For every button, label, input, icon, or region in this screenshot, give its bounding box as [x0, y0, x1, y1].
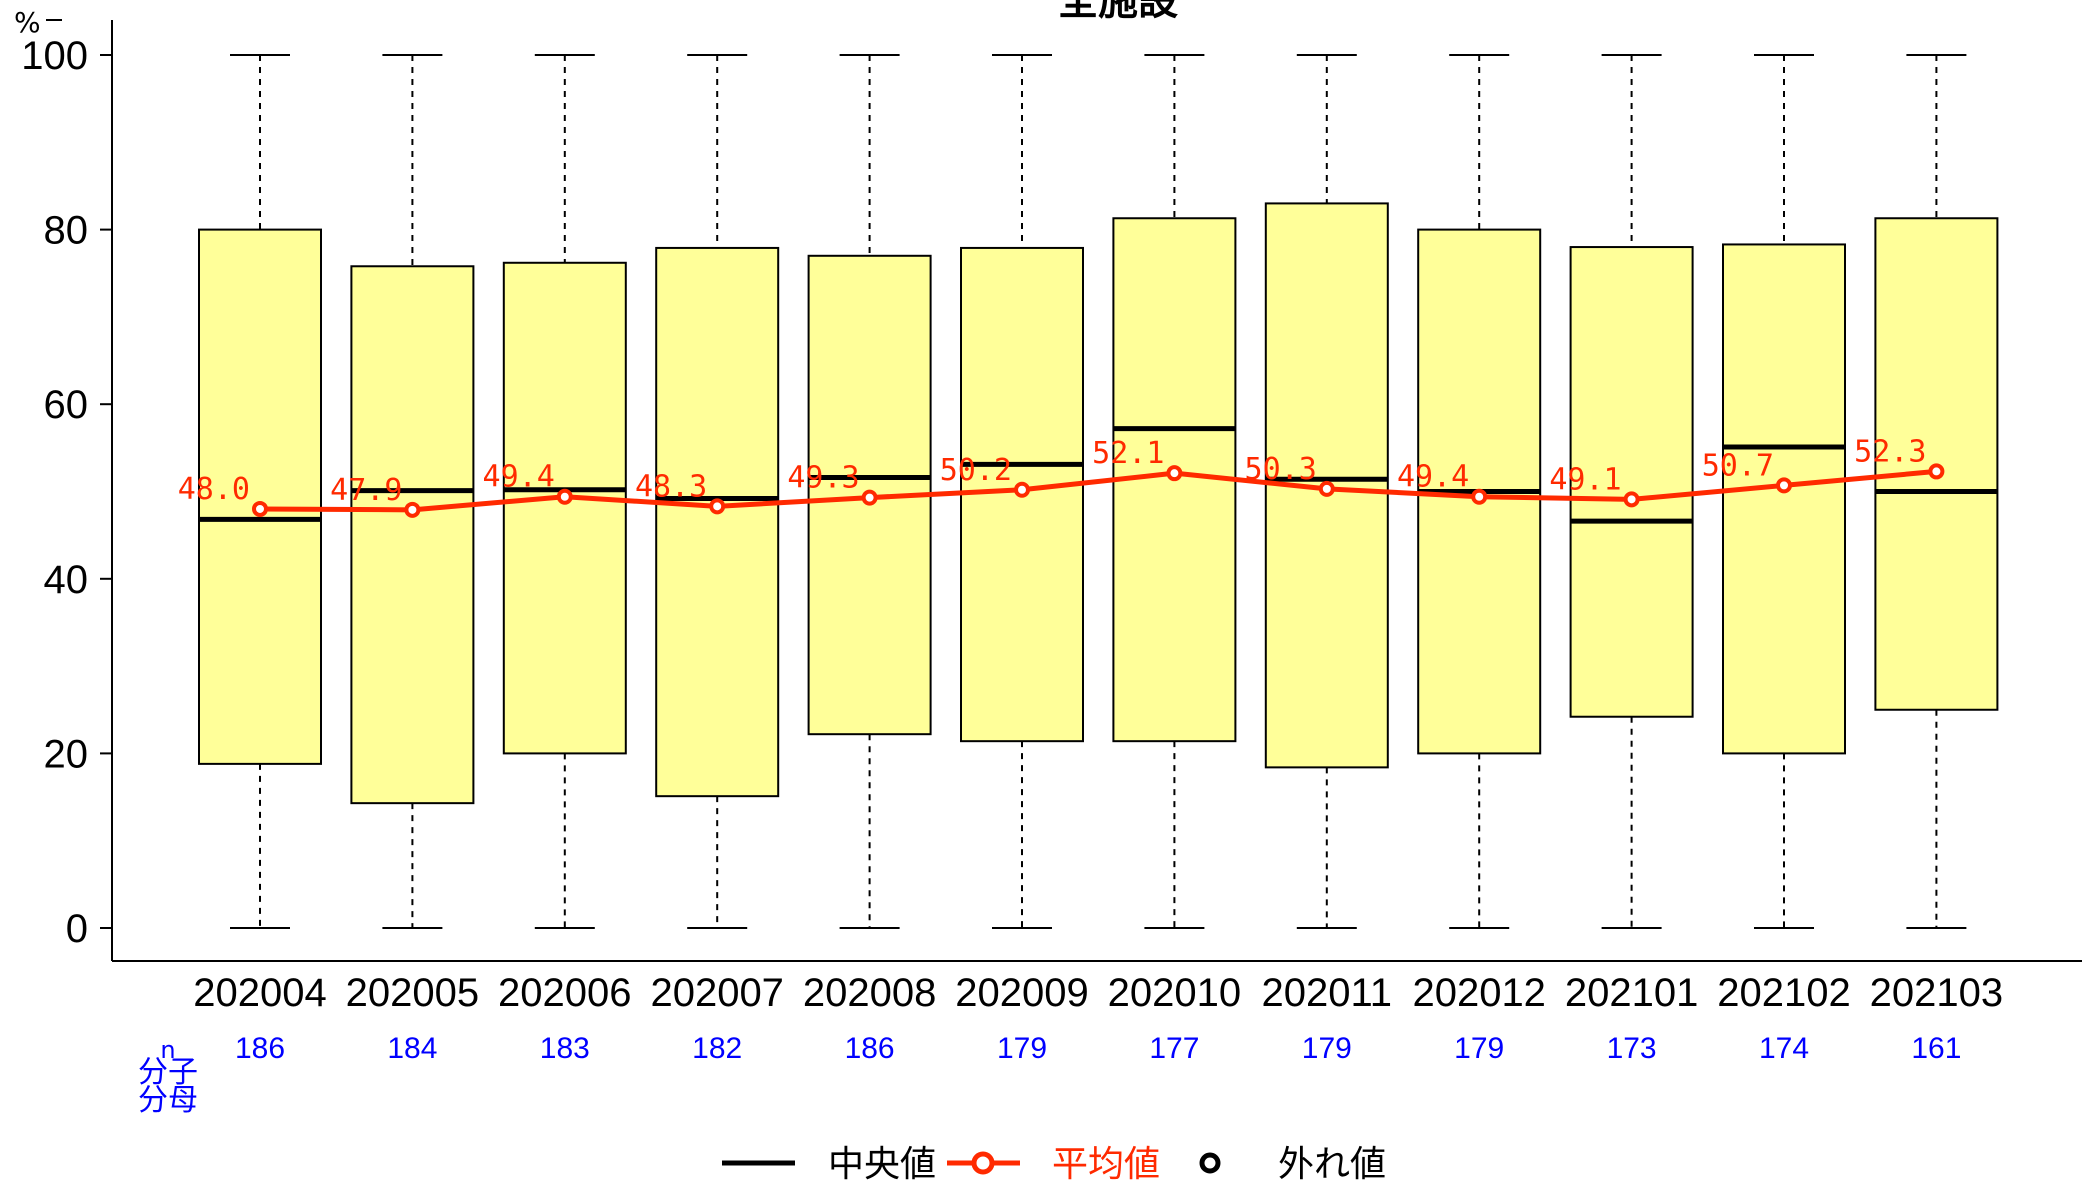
n-value: 179: [997, 1032, 1047, 1065]
y-tick-label: 80: [44, 209, 89, 253]
mean-point: [404, 501, 421, 518]
x-tick-label: 202102: [1717, 971, 1850, 1015]
n-row-label-denominator: 分母: [138, 1083, 198, 1118]
n-value: 179: [1454, 1032, 1504, 1065]
x-tick-label: 202005: [346, 971, 479, 1015]
legend-median-label: 中央値: [828, 1144, 936, 1180]
mean-value-label: 50.3: [1245, 452, 1317, 487]
x-ticks: 202004 202005 202006 202007 202008 202009 2020…: [193, 971, 2003, 1015]
n-value: 182: [692, 1032, 742, 1065]
legend-outlier-label: 外れ値: [1278, 1144, 1386, 1180]
mean-value-label: 52.3: [1854, 434, 1926, 469]
x-tick-label: 202007: [650, 971, 783, 1015]
mean-value-label: 49.4: [483, 460, 555, 495]
y-tick-label: 0: [66, 907, 88, 951]
mean-value-label: 50.2: [940, 453, 1012, 488]
mean-value-label: 48.3: [635, 469, 707, 504]
mean-point: [709, 498, 726, 515]
n-values: 186 184 183 182 186 179 177 179 179 173 174 161: [235, 1032, 1961, 1065]
n-value: 186: [845, 1032, 895, 1065]
x-tick-label: 202012: [1412, 971, 1545, 1015]
mean-point: [1318, 480, 1335, 497]
box: [1722, 243, 1846, 755]
mean-point: [1776, 477, 1792, 494]
mean-point: [1014, 481, 1030, 498]
mean-value-label: 48.0: [178, 472, 250, 507]
mean-point: [252, 500, 268, 517]
mean-value-label: 47.9: [330, 473, 402, 508]
mean-point: [556, 488, 573, 505]
mean-point: [861, 489, 878, 506]
mean-line: [259, 468, 1937, 513]
x-tick-label: 202004: [193, 971, 326, 1015]
box: [350, 265, 475, 805]
x-tick-label: 202101: [1565, 971, 1698, 1015]
box: [655, 246, 780, 798]
x-tick-label: 202008: [803, 971, 936, 1015]
mean-value-label: 49.1: [1549, 462, 1621, 497]
n-row-label-numerator: 分子: [138, 1055, 198, 1090]
n-value: 173: [1607, 1032, 1657, 1065]
box: [502, 261, 627, 755]
x-tick-label: 202103: [1870, 971, 2003, 1015]
y-tick-label: 40: [44, 558, 89, 602]
y-tick-label: 100: [21, 34, 88, 78]
legend-mean-marker-icon: [971, 1151, 995, 1175]
n-value: 184: [387, 1032, 437, 1065]
legend: 中央値 平均値 外れ値: [722, 1144, 1386, 1180]
n-value: 186: [235, 1032, 285, 1065]
chart-title: 全施設: [1057, 0, 1178, 24]
y-unit-label: %: [14, 6, 41, 39]
x-tick-label: 202011: [1262, 971, 1393, 1015]
legend-outlier-marker-icon: [1199, 1152, 1221, 1174]
n-value: 174: [1759, 1032, 1809, 1065]
x-tick-label: 202010: [1108, 971, 1241, 1015]
x-tick-label: 202009: [955, 971, 1088, 1015]
n-value: 177: [1149, 1032, 1199, 1065]
mean-series: [252, 463, 1945, 518]
mean-labels: 48.0 47.9 49.4 48.3 49.3 50.2 52.1 50.3 49.4 49.1…: [178, 434, 1927, 507]
n-row-labels: n 分子 分母: [138, 1036, 198, 1118]
mean-value-label: 52.1: [1092, 436, 1164, 471]
mean-point: [1471, 488, 1488, 505]
mean-point: [1166, 465, 1183, 482]
n-value: 179: [1302, 1032, 1352, 1065]
y-tick-label: 20: [44, 732, 89, 776]
mean-point: [1623, 491, 1640, 508]
mean-value-label: 50.7: [1702, 448, 1774, 483]
y-tick-label: 60: [44, 383, 89, 427]
n-value: 183: [540, 1032, 590, 1065]
x-tick-label: 202006: [498, 971, 631, 1015]
y-ticks: 0 20 40 60 80 100: [21, 34, 112, 951]
box: [198, 228, 322, 765]
axes: [111, 20, 2082, 962]
n-value: 161: [1911, 1032, 1961, 1065]
mean-point: [1928, 463, 1945, 480]
whiskers: [230, 54, 1967, 929]
box: [1569, 246, 1694, 718]
n-row-label-n: n: [160, 1036, 175, 1064]
mean-value-label: 49.4: [1397, 460, 1469, 495]
legend-mean-label: 平均値: [1052, 1144, 1160, 1180]
mean-value-label: 49.3: [787, 461, 859, 496]
